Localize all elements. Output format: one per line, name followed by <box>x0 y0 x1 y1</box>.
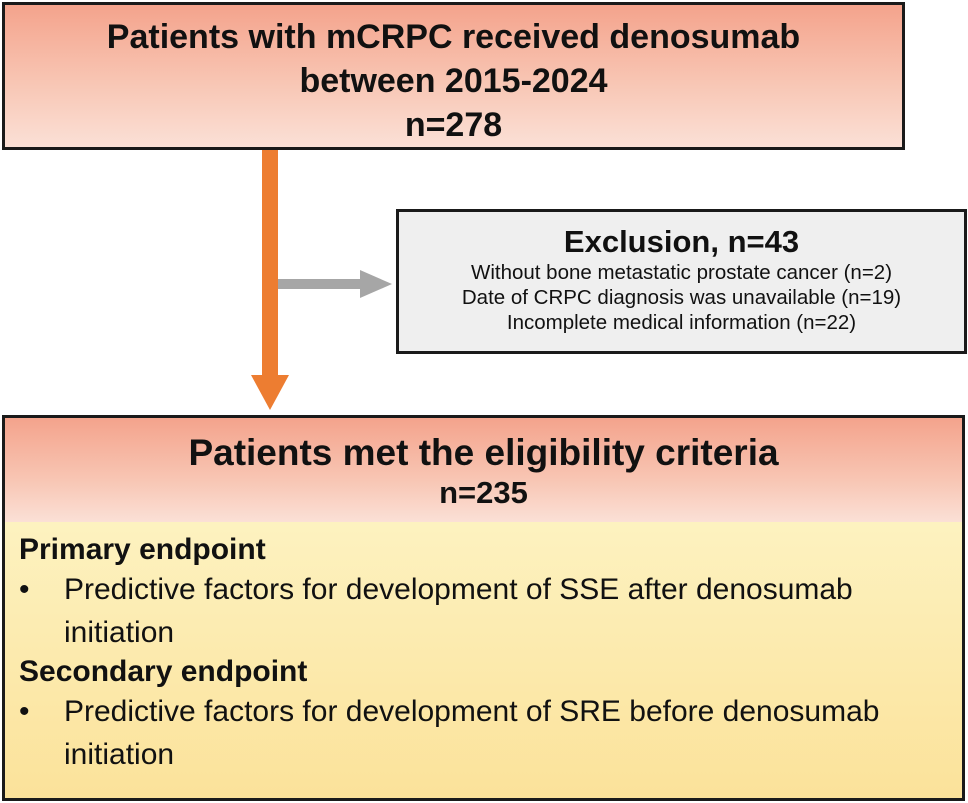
bullet-marker: • <box>19 573 30 606</box>
eligible-title: Patients met the eligibility criteria <box>188 432 779 473</box>
eligible-header: Patients met the eligibility criteria n=… <box>5 418 962 524</box>
primary-endpoint-item: • Predictive factors for development of … <box>19 568 948 654</box>
primary-endpoint-heading: Primary endpoint <box>19 533 266 566</box>
secondary-endpoint-item: • Predictive factors for development of … <box>19 690 948 776</box>
eligible-count: n=235 <box>439 475 528 510</box>
eligible-cohort-box: Patients met the eligibility criteria n=… <box>2 415 965 801</box>
side-arrow-head <box>360 270 392 298</box>
initial-cohort-box: Patients with mCRPC received denosumab b… <box>2 2 905 150</box>
cohort-title-line1: Patients with mCRPC received denosumab <box>106 18 801 56</box>
exclusion-item: Incomplete medical information (n=22) <box>506 311 857 334</box>
exclusion-item: Date of CRPC diagnosis was unavailable (… <box>461 286 902 309</box>
bullet-marker: • <box>19 695 30 728</box>
cohort-title-line2: between 2015-2024 <box>299 62 608 100</box>
secondary-endpoint-text: Predictive factors for development of SR… <box>64 695 880 771</box>
secondary-endpoint-heading: Secondary endpoint <box>19 655 308 688</box>
side-arrow-shaft <box>278 279 362 289</box>
main-arrow-shaft <box>262 150 278 376</box>
endpoints-section: Primary endpoint • Predictive factors fo… <box>5 522 962 798</box>
exclusion-title: Exclusion, n=43 <box>563 224 800 259</box>
exclusion-box: Exclusion, n=43 Without bone metastatic … <box>396 209 967 354</box>
exclusion-item: Without bone metastatic prostate cancer … <box>470 261 893 284</box>
cohort-count: n=278 <box>404 106 503 144</box>
primary-endpoint-text: Predictive factors for development of SS… <box>64 573 853 649</box>
main-arrow-head <box>251 375 289 410</box>
